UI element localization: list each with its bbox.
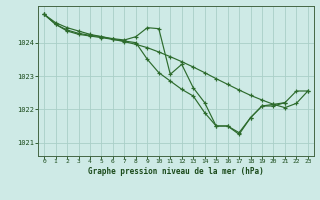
X-axis label: Graphe pression niveau de la mer (hPa): Graphe pression niveau de la mer (hPa) (88, 167, 264, 176)
